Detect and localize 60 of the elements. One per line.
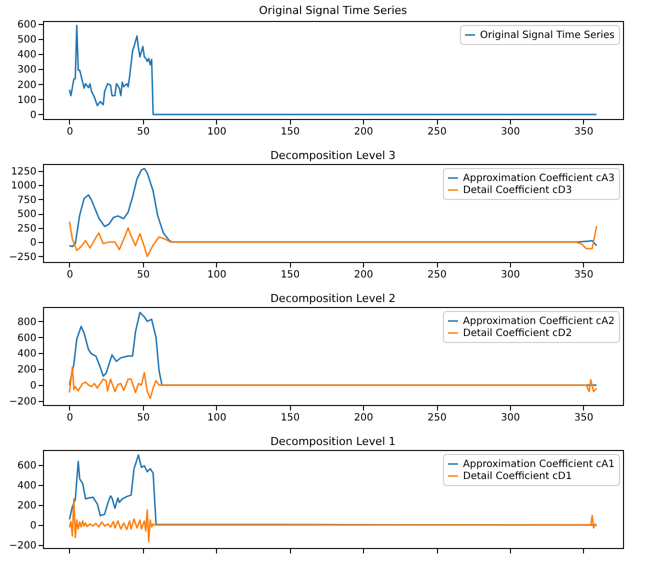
x-tick-label: 300: [500, 270, 520, 280]
legend-label: Detail Coefficient cD3: [463, 185, 572, 196]
y-tick-label: 250: [17, 223, 36, 234]
x-tick-label: 0: [66, 126, 74, 138]
y-tick-label: 200: [17, 80, 36, 91]
legend-label: Approximation Coefficient cA3: [463, 173, 615, 184]
x-tick-label: 100: [207, 270, 226, 280]
chart-title: Decomposition Level 1: [270, 435, 396, 448]
legend-label: Detail Coefficient cD2: [463, 328, 572, 339]
y-tick-label: 0: [30, 520, 36, 532]
chart-title: Original Signal Time Series: [258, 4, 408, 18]
y-tick-label: 1250: [11, 166, 36, 178]
y-tick-label: 800: [17, 316, 36, 328]
y-tick-label: 750: [17, 194, 36, 206]
x-tick-label: 200: [354, 126, 374, 138]
x-tick-label: 100: [207, 126, 226, 138]
y-tick-label: 300: [17, 64, 36, 76]
legend-label: Approximation Coefficient cA2: [463, 316, 615, 327]
legend-label: Detail Coefficient cD1: [463, 471, 572, 482]
y-tick-label: 400: [17, 348, 36, 360]
y-tick-label: −200: [9, 396, 36, 408]
y-tick-label: 0: [30, 380, 36, 392]
x-tick-label: 150: [280, 270, 300, 280]
x-tick-label: 300: [500, 126, 520, 138]
y-tick-label: 0: [30, 110, 36, 121]
x-tick-label: 200: [354, 412, 374, 424]
y-tick-label: −250: [9, 252, 36, 263]
x-tick-label: 150: [280, 412, 300, 424]
x-tick-label: 250: [427, 412, 447, 424]
y-tick-label: 500: [17, 34, 36, 46]
x-tick-label: 250: [427, 270, 447, 280]
legend-label: Approximation Coefficient cA1: [463, 459, 615, 470]
x-tick-label: 200: [354, 270, 374, 280]
chart-title: Decomposition Level 2: [270, 292, 396, 305]
x-tick-label: 250: [427, 126, 447, 138]
y-tick-label: 400: [17, 480, 36, 492]
x-tick-label: 100: [207, 412, 226, 424]
x-tick-label: 50: [136, 412, 150, 424]
x-tick-label: 350: [574, 126, 594, 138]
x-tick-label: 350: [574, 412, 594, 424]
y-tick-label: 500: [17, 209, 36, 220]
y-tick-label: 200: [17, 364, 36, 376]
y-tick-label: 400: [17, 50, 36, 61]
y-tick-label: 1000: [11, 180, 36, 192]
y-tick-label: 200: [17, 500, 36, 512]
y-tick-label: 0: [30, 238, 36, 249]
x-tick-label: 50: [136, 126, 150, 138]
x-tick-label: 0: [66, 270, 74, 280]
x-tick-label: 150: [280, 126, 300, 138]
legend-label: Original Signal Time Series: [480, 30, 615, 41]
y-tick-label: −200: [9, 540, 36, 552]
y-tick-label: 600: [17, 460, 36, 472]
y-tick-label: 100: [17, 94, 36, 106]
x-tick-label: 0: [66, 412, 74, 424]
y-tick-label: 600: [17, 332, 36, 344]
chart-title: Decomposition Level 3: [270, 149, 396, 162]
y-tick-label: 600: [17, 20, 36, 31]
x-tick-label: 50: [136, 270, 150, 280]
x-tick-label: 350: [574, 270, 594, 280]
x-tick-label: 300: [500, 412, 520, 424]
